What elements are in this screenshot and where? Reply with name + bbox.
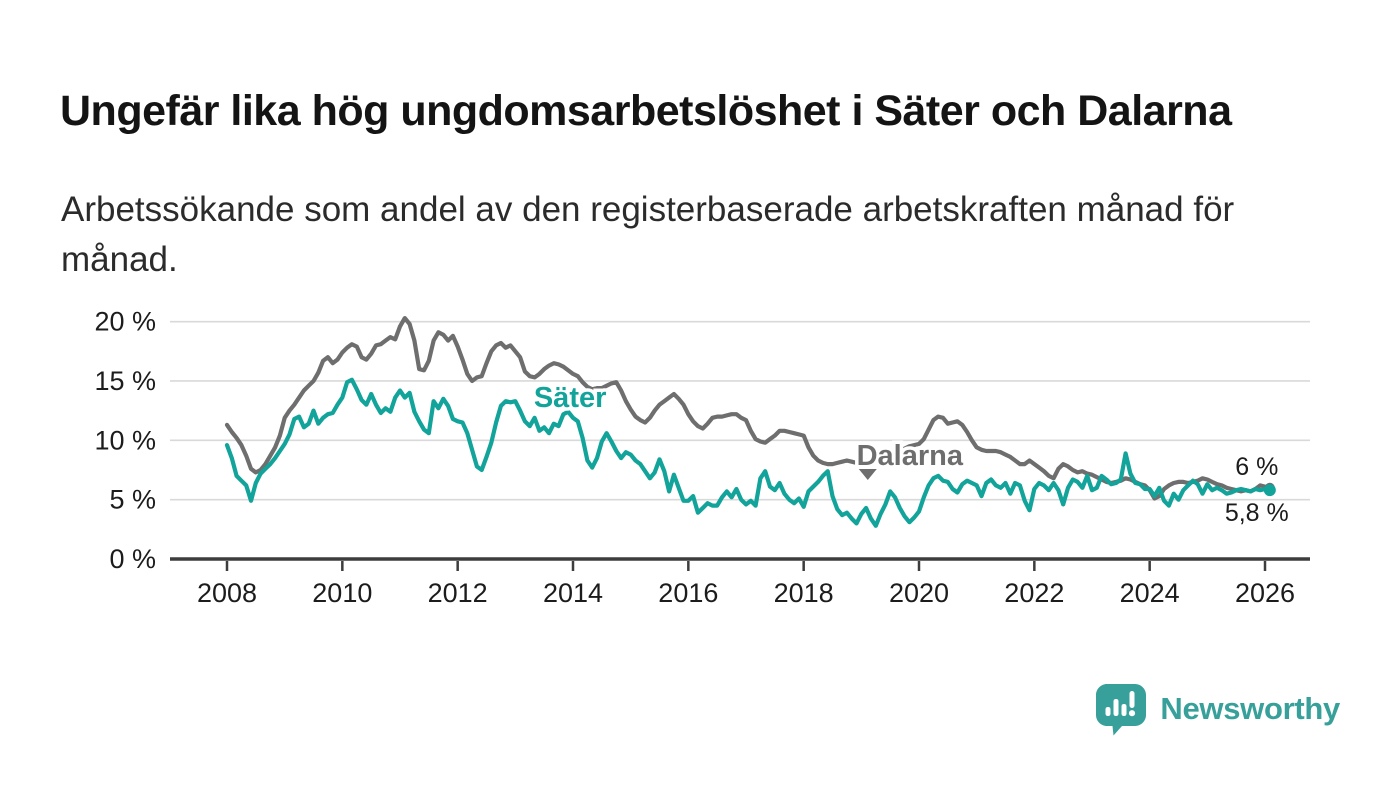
x-axis-label: 2026 — [1235, 578, 1295, 608]
x-axis-label: 2018 — [774, 578, 834, 608]
x-axis-label: 2024 — [1120, 578, 1180, 608]
y-axis-label: 5 % — [109, 485, 156, 515]
x-axis-label: 2010 — [312, 578, 372, 608]
x-axis-label: 2022 — [1004, 578, 1064, 608]
chart-title: Ungefär lika hög ungdomsarbetslöshet i S… — [60, 86, 1232, 135]
x-axis-label: 2016 — [658, 578, 718, 608]
x-axis-label: 2014 — [543, 578, 603, 608]
sater-line — [224, 377, 1272, 528]
y-axis-label: 0 % — [109, 544, 156, 574]
dalarna-end-value-label: 6 % — [1235, 453, 1278, 481]
bar-chart-speech-bubble-icon — [1096, 684, 1147, 736]
chart-subtitle: Arbetssökande som andel av den registerb… — [61, 190, 1235, 279]
y-axis-label: 15 % — [94, 366, 156, 396]
y-axis-label: 10 % — [94, 425, 156, 455]
dalarna-line — [224, 316, 1272, 501]
sater-end-dot — [1263, 484, 1276, 497]
series-label-dalarna: Dalarna — [857, 440, 964, 472]
series-label-sater: Säter — [534, 382, 607, 414]
x-axis-label: 2020 — [889, 578, 949, 608]
sater-end-value-label: 5,8 % — [1225, 499, 1289, 527]
newsworthy-logo: Newsworthy — [1095, 682, 1340, 736]
newsworthy-wordmark: Newsworthy — [1160, 691, 1340, 726]
x-axis-label: 2012 — [428, 578, 488, 608]
x-axis-label: 2008 — [197, 578, 257, 608]
dalarna-label-caret-icon — [858, 469, 877, 481]
y-axis-label: 20 % — [94, 307, 156, 337]
